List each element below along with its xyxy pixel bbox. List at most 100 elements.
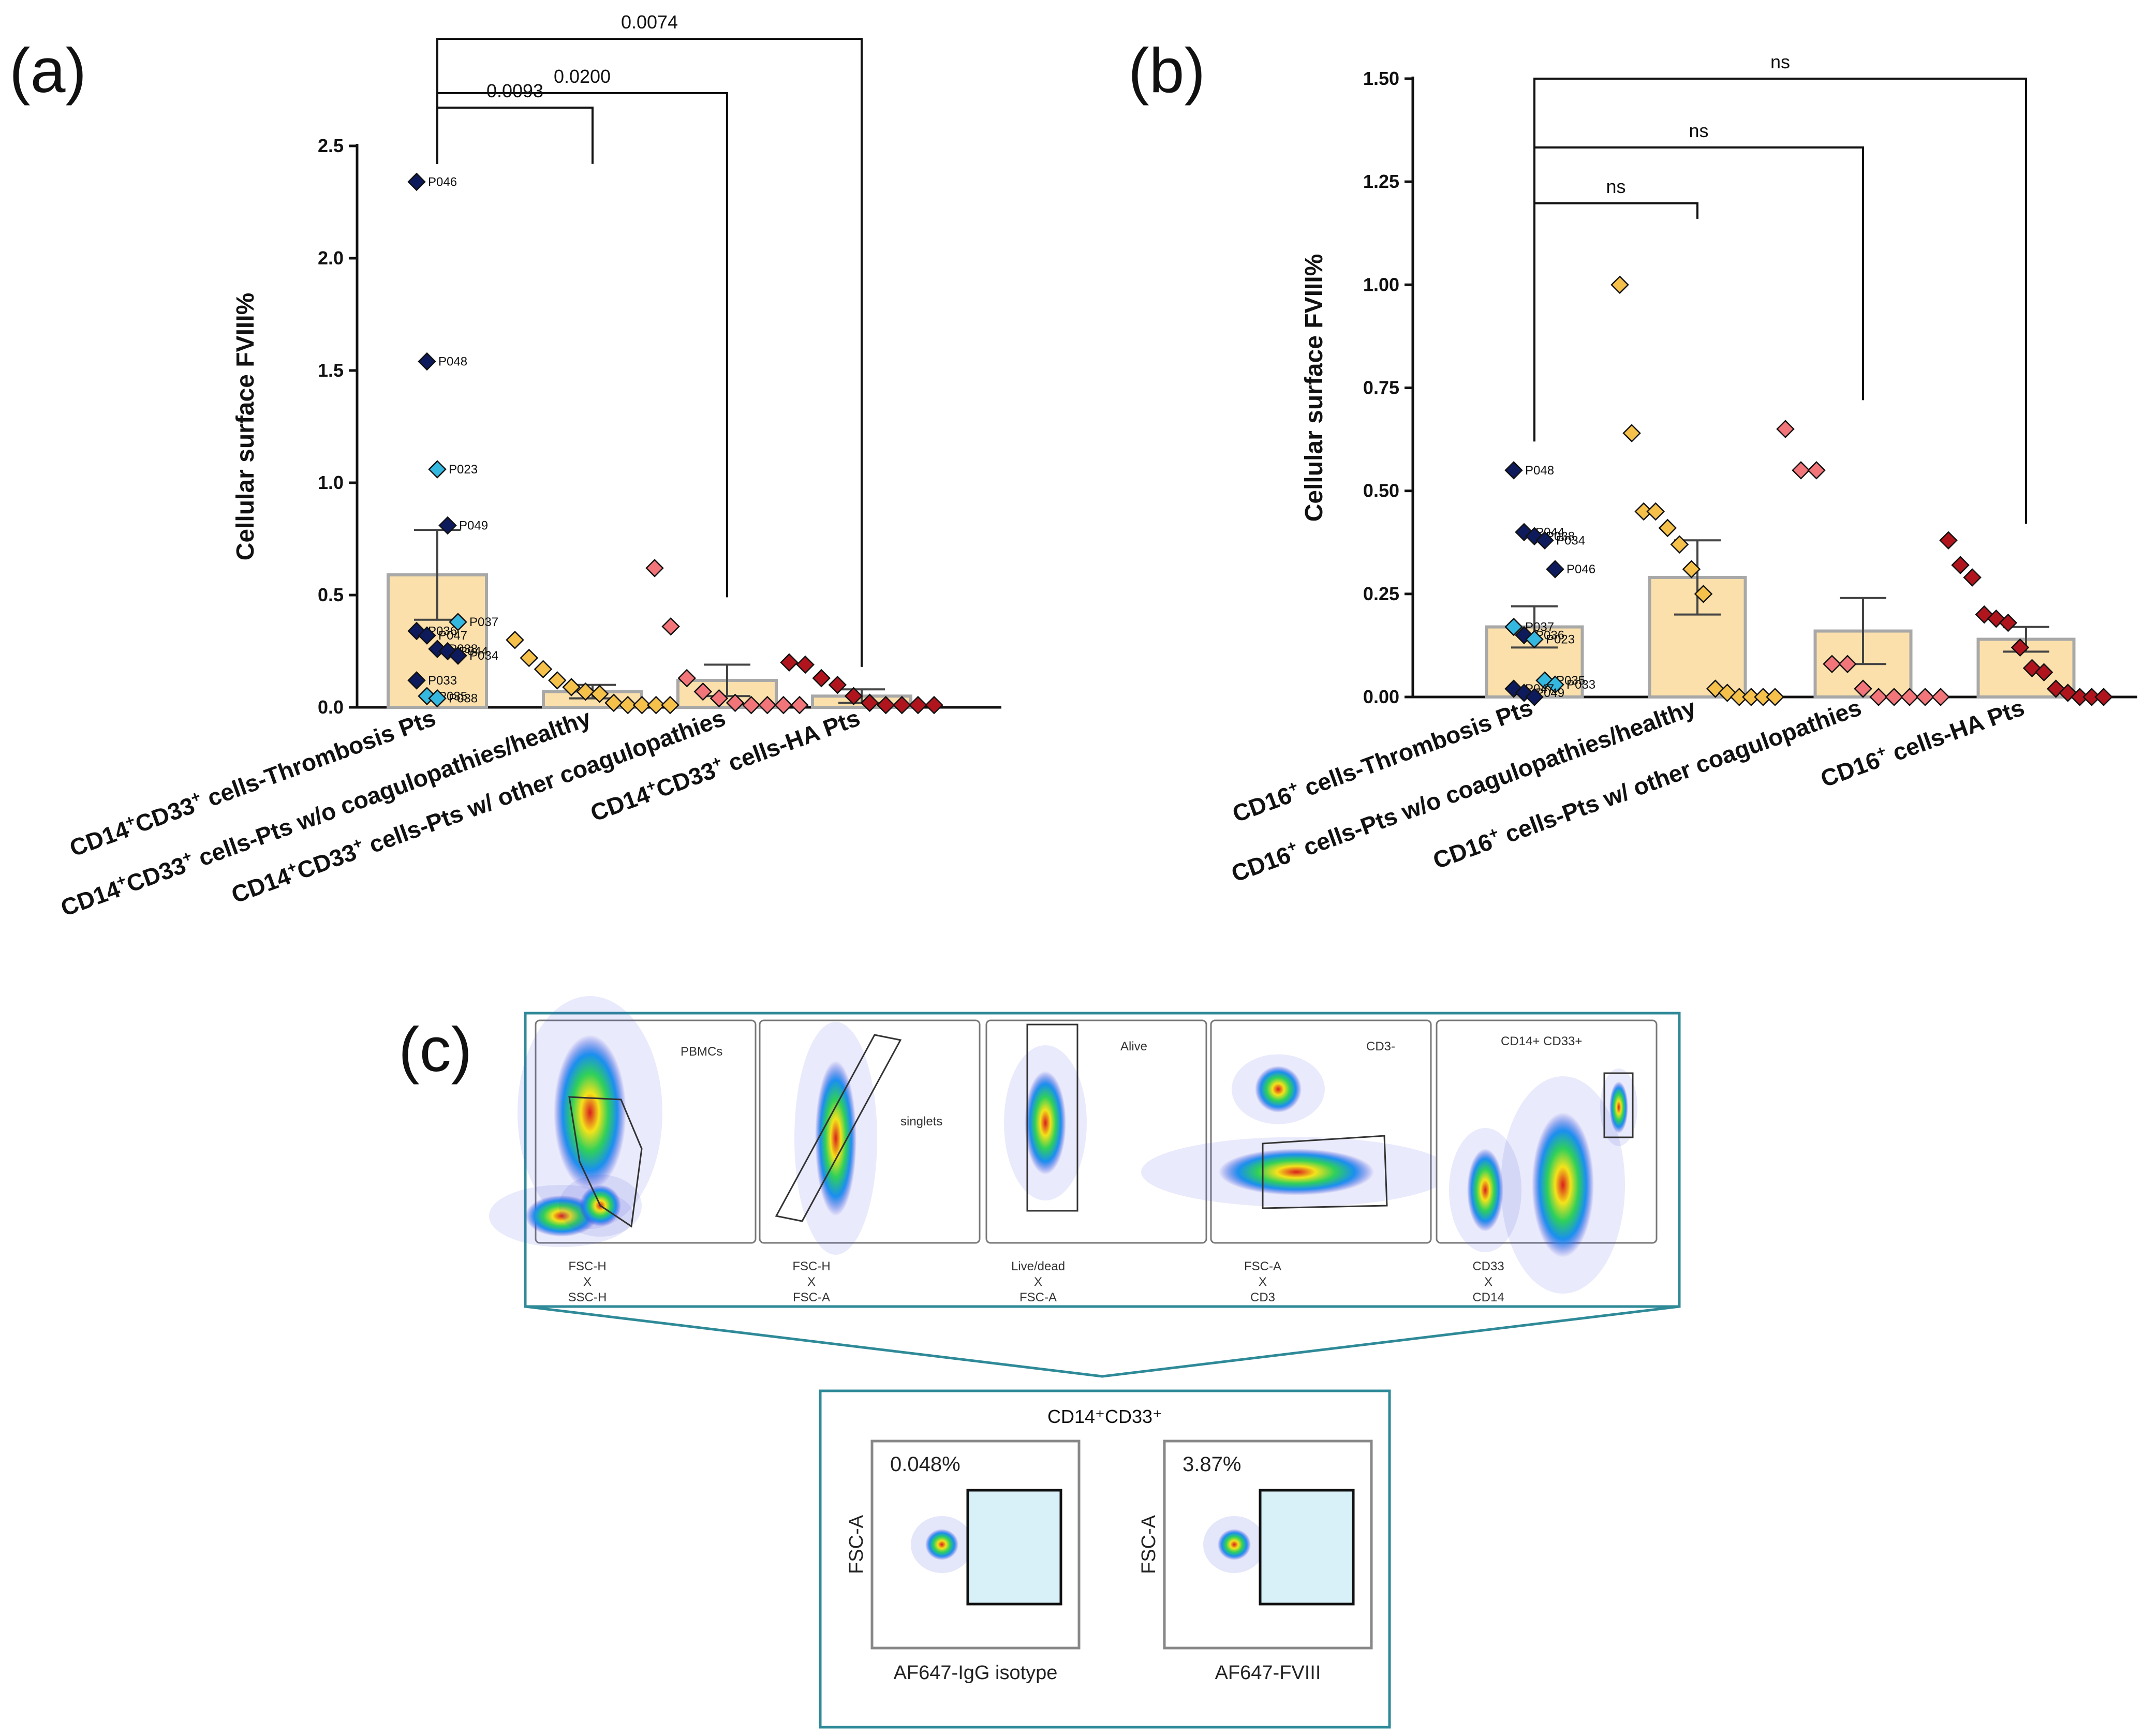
data-point xyxy=(418,352,436,371)
data-point xyxy=(534,660,553,678)
patient-label: P034 xyxy=(469,649,498,663)
patient-label: P033 xyxy=(428,674,457,688)
gating-axis-label: FSC-A xyxy=(793,1290,830,1304)
data-point xyxy=(1869,688,1888,706)
data-point xyxy=(407,172,426,191)
data-point xyxy=(418,626,436,645)
event-density xyxy=(815,1061,856,1216)
data-point xyxy=(562,678,581,696)
gate-name: Alive xyxy=(1120,1040,1147,1054)
patient-label: P049 xyxy=(459,518,488,532)
y-tick-label: 0.50 xyxy=(1363,480,1399,501)
y-tick-label: 1.5 xyxy=(318,360,344,381)
data-point xyxy=(1931,688,1950,706)
data-point xyxy=(1535,531,1554,550)
data-point xyxy=(1766,688,1784,706)
patient-label: P047 xyxy=(438,629,467,643)
comparison-label: 0.0200 xyxy=(554,66,611,87)
data-point xyxy=(1792,461,1810,480)
patient-label: P038 xyxy=(449,692,478,706)
plot-box xyxy=(1210,1019,1432,1244)
patient-label: P046 xyxy=(1566,562,1595,576)
data-point xyxy=(1939,531,1958,550)
gating-axis-label: X xyxy=(807,1275,816,1289)
panel-c-flow-gating: PBMCsFSC-HXSSC-HsingletsFSC-HXFSC-AAlive… xyxy=(489,996,1681,1729)
data-point xyxy=(618,695,637,715)
plot-box xyxy=(759,1019,981,1244)
y-tick-label: 1.0 xyxy=(318,472,344,493)
data-point xyxy=(520,648,539,667)
data-point xyxy=(407,671,426,690)
data-point xyxy=(860,693,879,713)
data-point xyxy=(1900,688,1919,706)
chart-b: 0.00 0.25 0.50 0.75 1.00 1.25 1.50 Cellular sur… xyxy=(1228,51,2137,887)
gate-name: singlets xyxy=(900,1115,942,1129)
comparison-bracket xyxy=(436,107,594,164)
gate-shape xyxy=(775,1034,902,1222)
fvIII-inset-plot: 3.87% FSC-A AF647-FVIII xyxy=(1138,1440,1373,1684)
data-point xyxy=(2011,638,2030,657)
comparison-bracket xyxy=(1533,146,1864,442)
patient-label: P037 xyxy=(1525,620,1554,634)
inset-y-label: FSC-A xyxy=(1138,1515,1160,1574)
gating-axis-label: X xyxy=(583,1275,592,1289)
data-point xyxy=(449,613,467,631)
patient-label: P023 xyxy=(449,463,478,477)
gate-shape xyxy=(1026,1023,1078,1212)
data-point xyxy=(909,695,927,715)
gating-axis-label: CD14 xyxy=(1472,1290,1504,1304)
y-tick-label: 2.0 xyxy=(318,247,344,269)
data-point xyxy=(1916,688,1934,706)
gate-shape xyxy=(1262,1135,1388,1209)
data-point xyxy=(632,695,652,715)
data-point xyxy=(1682,560,1701,578)
positive-gate xyxy=(1259,1489,1355,1606)
gate-shape xyxy=(1603,1072,1634,1138)
data-point xyxy=(1807,461,1826,480)
y-tick-label: 1.00 xyxy=(1363,274,1399,295)
data-point xyxy=(1951,556,1970,574)
data-point xyxy=(1525,688,1544,706)
data-point xyxy=(844,687,863,706)
data-point xyxy=(590,685,609,703)
data-point xyxy=(876,695,895,715)
fvIII-inset-plot: 0.048% FSC-A AF647-IgG isotype xyxy=(846,1440,1081,1684)
patient-label: P048 xyxy=(438,355,467,369)
inset-title: CD14⁺CD33⁺ xyxy=(1047,1406,1162,1427)
inset-x-label: AF647-FVIII xyxy=(1215,1662,1321,1684)
event-density xyxy=(1532,1112,1594,1257)
data-point xyxy=(1658,518,1677,538)
y-tick-label: 1.25 xyxy=(1363,171,1399,192)
panel-b-label: (b) xyxy=(1128,35,1205,106)
category-label: CD14+CD33+ cells-Pts w/ other coagulopat… xyxy=(227,703,729,909)
data-point xyxy=(1823,655,1841,674)
patient-label: P037 xyxy=(469,615,498,629)
comparison-bracket xyxy=(436,38,863,667)
data-point xyxy=(742,695,761,715)
data-point xyxy=(774,695,793,715)
gate-name: CD14+ CD33+ xyxy=(1501,1034,1582,1048)
positive-gate xyxy=(966,1489,1062,1606)
inset-x-label: AF647-IgG isotype xyxy=(894,1662,1058,1684)
comparison-label: ns xyxy=(1689,120,1708,141)
comparison-bracket xyxy=(1533,202,1698,442)
data-point xyxy=(1546,675,1564,694)
data-point xyxy=(1525,630,1544,649)
y-tick-label: 0.00 xyxy=(1363,686,1399,707)
data-point xyxy=(790,695,809,715)
gating-axis-label: FSC-H xyxy=(792,1259,830,1273)
inset-frame xyxy=(819,1389,1391,1729)
gating-connector xyxy=(525,1305,1680,1378)
data-point xyxy=(726,693,745,713)
data-point xyxy=(1670,535,1689,554)
gate-percentage: 3.87% xyxy=(1183,1453,1241,1476)
gating-axis-label: CD3 xyxy=(1250,1290,1275,1304)
gating-frame xyxy=(524,1012,1681,1308)
gate-shape xyxy=(568,1096,643,1228)
gate-name: PBMCs xyxy=(681,1045,722,1059)
gating-axis-label: Live/dead xyxy=(1011,1259,1065,1273)
data-point xyxy=(438,516,457,535)
data-point xyxy=(548,671,567,690)
